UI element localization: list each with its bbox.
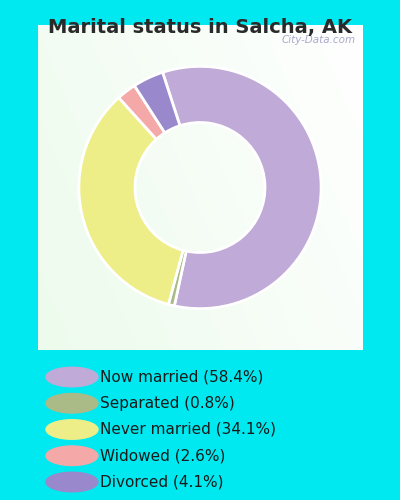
Wedge shape xyxy=(162,66,321,308)
Circle shape xyxy=(46,420,98,440)
Text: Marital status in Salcha, AK: Marital status in Salcha, AK xyxy=(48,18,352,36)
Circle shape xyxy=(46,367,98,387)
Text: Divorced (4.1%): Divorced (4.1%) xyxy=(100,474,224,490)
Wedge shape xyxy=(168,250,186,306)
Circle shape xyxy=(46,446,98,466)
Wedge shape xyxy=(134,72,180,133)
Text: Now married (58.4%): Now married (58.4%) xyxy=(100,370,263,384)
Wedge shape xyxy=(119,86,165,140)
Wedge shape xyxy=(79,98,183,304)
Text: Widowed (2.6%): Widowed (2.6%) xyxy=(100,448,225,463)
Text: City-Data.com: City-Data.com xyxy=(282,35,356,45)
Text: Separated (0.8%): Separated (0.8%) xyxy=(100,396,235,411)
Text: Never married (34.1%): Never married (34.1%) xyxy=(100,422,276,437)
Circle shape xyxy=(46,394,98,413)
Circle shape xyxy=(46,472,98,492)
